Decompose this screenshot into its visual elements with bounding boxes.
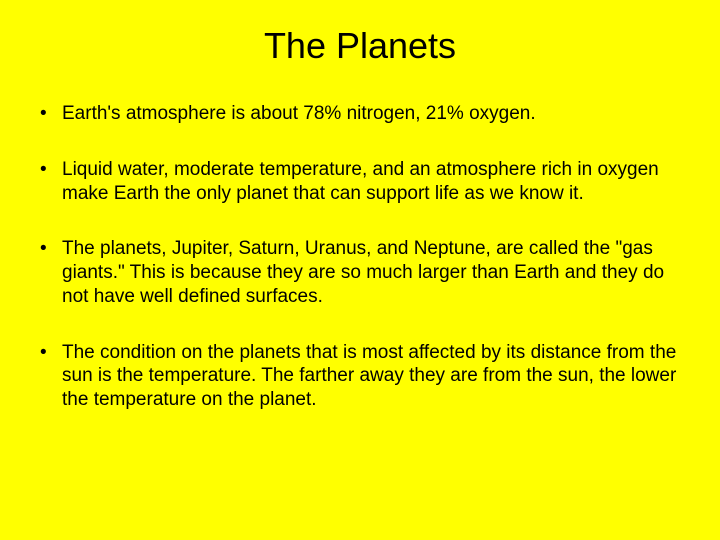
list-item: The planets, Jupiter, Saturn, Uranus, an… <box>40 237 690 308</box>
list-item: Earth's atmosphere is about 78% nitrogen… <box>40 102 690 126</box>
list-item: Liquid water, moderate temperature, and … <box>40 158 690 206</box>
bullet-list: Earth's atmosphere is about 78% nitrogen… <box>30 102 690 412</box>
list-item: The condition on the planets that is mos… <box>40 341 690 412</box>
slide-container: The Planets Earth's atmosphere is about … <box>0 0 720 540</box>
slide-title: The Planets <box>30 25 690 67</box>
